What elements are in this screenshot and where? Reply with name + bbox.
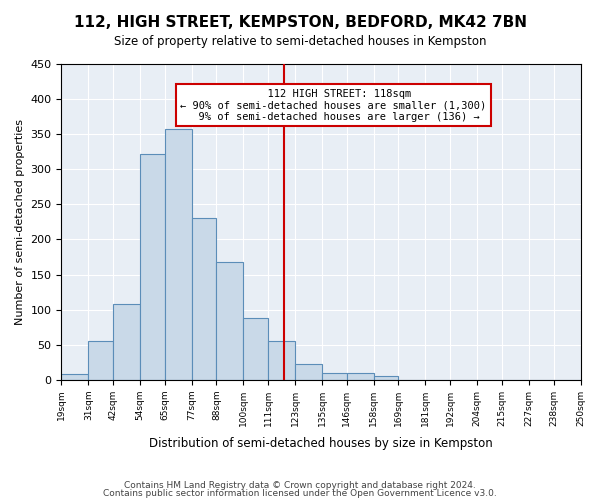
Bar [192, 218, 217, 380]
Bar [268, 341, 295, 380]
Bar [140, 154, 165, 380]
X-axis label: Distribution of semi-detached houses by size in Kempston: Distribution of semi-detached houses by … [149, 437, 493, 450]
Bar [61, 374, 88, 380]
Bar [217, 262, 244, 380]
Y-axis label: Number of semi-detached properties: Number of semi-detached properties [15, 119, 25, 325]
Bar [165, 128, 192, 380]
Bar [244, 318, 268, 380]
Bar [347, 373, 374, 380]
Text: Contains public sector information licensed under the Open Government Licence v3: Contains public sector information licen… [103, 488, 497, 498]
Bar [374, 376, 398, 380]
Text: 112, HIGH STREET, KEMPSTON, BEDFORD, MK42 7BN: 112, HIGH STREET, KEMPSTON, BEDFORD, MK4… [74, 15, 527, 30]
Text: Size of property relative to semi-detached houses in Kempston: Size of property relative to semi-detach… [114, 35, 486, 48]
Bar [88, 341, 113, 380]
Text: Contains HM Land Registry data © Crown copyright and database right 2024.: Contains HM Land Registry data © Crown c… [124, 481, 476, 490]
Bar [113, 304, 140, 380]
Text: 112 HIGH STREET: 118sqm
← 90% of semi-detached houses are smaller (1,300)
  9% o: 112 HIGH STREET: 118sqm ← 90% of semi-de… [180, 88, 487, 122]
Bar [295, 364, 322, 380]
Bar [322, 373, 347, 380]
